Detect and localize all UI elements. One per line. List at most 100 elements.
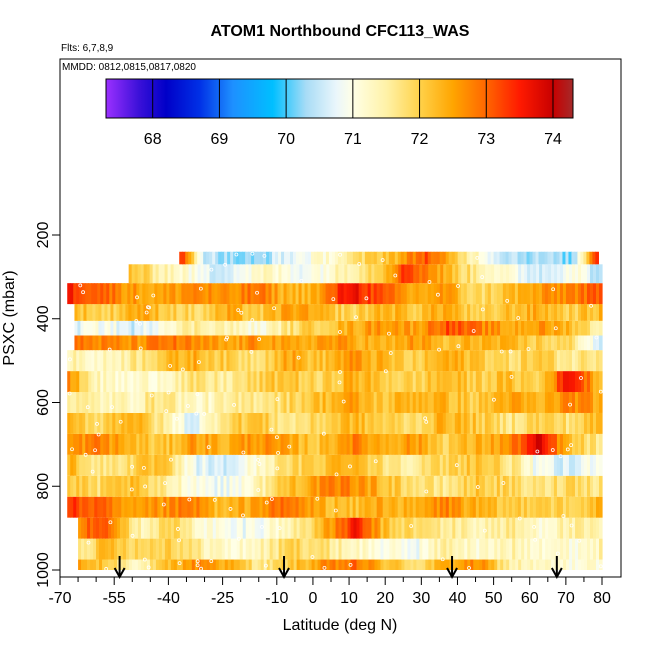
heatmap-cell [145, 392, 149, 413]
heatmap-cell [571, 412, 576, 434]
heatmap-cell [88, 433, 92, 455]
heatmap-cell [544, 433, 549, 455]
heatmap-cell [463, 350, 468, 372]
x-tick-label: -10 [265, 590, 288, 607]
heatmap-cell [451, 475, 456, 497]
heatmap-cell [463, 475, 468, 497]
heatmap-cell [118, 392, 122, 413]
heatmap-cell [496, 475, 501, 497]
heatmap-cell [521, 335, 525, 351]
heatmap-cell [238, 371, 243, 393]
heatmap-cell [524, 559, 528, 570]
heatmap-cell [583, 433, 588, 455]
heatmap-cell [571, 433, 576, 455]
heatmap-cell [274, 283, 279, 305]
heatmap-cell [499, 371, 504, 393]
heatmap-cell [281, 264, 286, 284]
heatmap-cell [155, 559, 160, 570]
heatmap-cell [544, 350, 549, 372]
sample-point [532, 524, 537, 529]
heatmap-cell [154, 392, 158, 413]
heatmap-cell [595, 496, 600, 518]
heatmap-cell [524, 517, 528, 539]
heatmap-cell [269, 517, 274, 539]
heatmap-cell [178, 412, 182, 434]
heatmap-cell [97, 454, 101, 476]
heatmap-cell [292, 454, 297, 476]
heatmap-cell [578, 320, 582, 336]
heatmap-cell [284, 517, 289, 539]
heatmap-cell [542, 517, 546, 539]
heatmap-cell [446, 264, 450, 284]
heatmap-cell [553, 454, 558, 476]
heatmap-cell [190, 371, 194, 393]
sample-point [555, 551, 560, 556]
heatmap-cell [316, 350, 321, 372]
heatmap-cell [335, 264, 339, 284]
heatmap-cell [386, 559, 391, 570]
heatmap-cell [194, 264, 199, 284]
x-tick-label: -70 [48, 590, 71, 607]
heatmap-cell [325, 433, 330, 455]
heatmap-cell [313, 350, 318, 372]
sample-point [517, 516, 522, 521]
heatmap-cell [175, 475, 179, 497]
heatmap-cell [187, 283, 191, 305]
heatmap-cell [289, 496, 294, 518]
heatmap-cell [220, 283, 225, 305]
heatmap-cell [502, 392, 507, 413]
heatmap-cell [190, 412, 194, 434]
heatmap-cell [421, 392, 426, 413]
heatmap-cell [334, 371, 339, 393]
heatmap-cell [148, 475, 152, 497]
heatmap-cell [287, 538, 292, 560]
heatmap-cell [70, 350, 74, 372]
heatmap-cell [176, 517, 181, 539]
sample-point [509, 374, 514, 379]
heatmap-cell [263, 304, 267, 321]
heatmap-cell [446, 335, 450, 351]
heatmap-cell [319, 392, 324, 413]
heatmap-cell [475, 392, 480, 413]
heatmap-cell [421, 433, 426, 455]
heatmap-cell [371, 304, 375, 321]
heatmap-cell [479, 320, 483, 336]
sample-point [241, 513, 245, 518]
heatmap-cell [67, 454, 71, 476]
heatmap-cell [80, 335, 85, 351]
heatmap-cell [469, 496, 474, 518]
heatmap-cell [205, 350, 210, 372]
heatmap-cell [401, 264, 405, 284]
heatmap-cell [364, 433, 369, 455]
heatmap-cell [428, 559, 432, 570]
heatmap-cell [422, 320, 426, 336]
heatmap-cell [74, 320, 79, 336]
heatmap-cell [83, 320, 88, 336]
heatmap-cell [263, 320, 267, 336]
heatmap-cell [344, 517, 349, 539]
heatmap-cell [278, 517, 283, 539]
sample-point [533, 537, 538, 542]
heatmap-cell [580, 283, 585, 305]
heatmap-cell [412, 371, 417, 393]
heatmap-cell [541, 412, 546, 434]
sample-markers [67, 251, 603, 571]
heatmap-cell [548, 320, 552, 336]
heatmap-cell [376, 412, 381, 434]
sample-point [138, 321, 142, 326]
heatmap-cell [179, 538, 184, 560]
heatmap-cell [145, 412, 149, 434]
heatmap-cell [563, 538, 567, 560]
heatmap-cell [515, 559, 519, 570]
down-arrow [278, 556, 290, 580]
heatmap-cell [484, 251, 489, 265]
heatmap-cell [418, 392, 423, 413]
heatmap-cell [221, 304, 225, 321]
heatmap-cell [232, 283, 237, 305]
heatmap-cell [158, 517, 163, 539]
heatmap-cell [415, 371, 420, 393]
heatmap-cell [85, 454, 89, 476]
heatmap-cell [196, 412, 201, 434]
heatmap-cell [577, 475, 582, 497]
